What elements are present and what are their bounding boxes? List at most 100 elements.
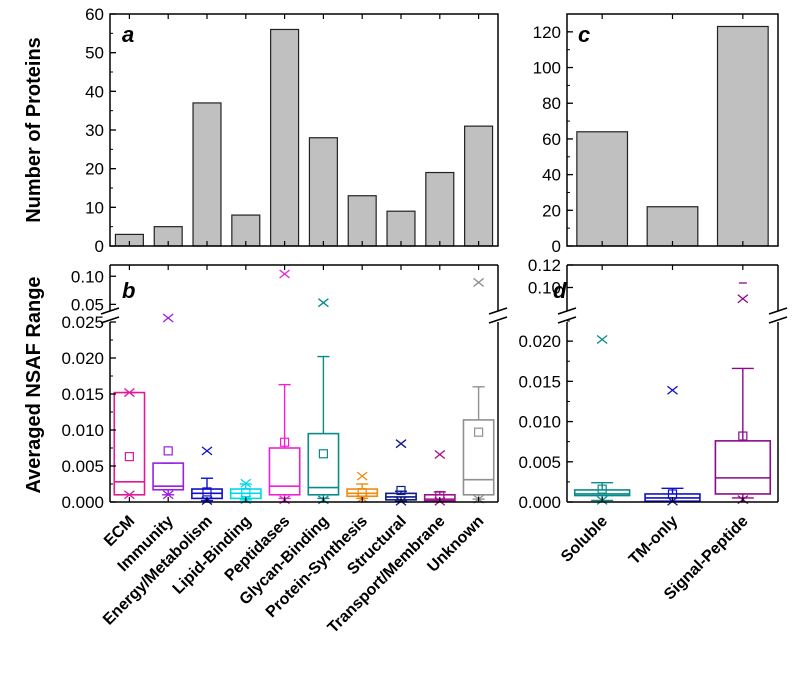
box-iqr-immunity (152, 462, 185, 491)
box-min-marker-ecm (123, 490, 135, 500)
ytick-label-b-lower: 0.005 (61, 457, 104, 476)
ytick-label-b-lower: 0.000 (61, 493, 104, 512)
box-mean-marker-glycan-binding (318, 449, 328, 459)
box-mean-marker-immunity (163, 446, 173, 456)
ytick-label-d-upper: 0.12 (528, 256, 561, 275)
ytick-label-c: 60 (542, 130, 561, 149)
ytick-label-d-upper: 0.10 (528, 279, 561, 298)
box-max-marker-structural (395, 439, 407, 449)
box-iqr-glycan-binding (307, 432, 340, 496)
box-mean-marker-peptidases (280, 437, 290, 447)
ytick-label-d-lower: 0.020 (518, 332, 561, 351)
box-mean-marker-unknown (474, 427, 484, 437)
ytick-label-d-lower: 0.005 (518, 453, 561, 472)
box-max-marker-peptidases (279, 269, 291, 279)
panel-label-c: c (578, 22, 590, 47)
bar-unknown (464, 125, 494, 247)
axis-break-mark-d (557, 307, 577, 315)
box-energy-metabolism (191, 446, 223, 506)
ytick-label-a: 40 (85, 82, 104, 101)
box-max-marker-signal-peptide (737, 294, 749, 304)
ytick-label-b-upper: 0.10 (71, 267, 104, 286)
axis-break-mark-b (488, 316, 508, 324)
bar-structural (386, 210, 416, 247)
box-structural (385, 439, 417, 506)
box-tm-only (644, 385, 701, 506)
bar-lipid-binding (231, 214, 261, 247)
box-soluble (573, 335, 631, 505)
ylabel-number-of-proteins: Number of Proteins (23, 37, 45, 223)
ytick-label-c: 40 (542, 166, 561, 185)
ytick-label-a: 30 (85, 121, 104, 140)
axis-break-mark-b (488, 307, 508, 315)
panel-label-a: a (122, 22, 134, 47)
axis-break-mark-d (557, 316, 577, 324)
box-max-marker-ecm (123, 388, 135, 398)
ytick-label-b-lower: 0.015 (61, 385, 104, 404)
bar-signal-peptide (716, 25, 769, 247)
ytick-label-c: 80 (542, 94, 561, 113)
bar-protein-synthesis (347, 195, 377, 247)
ytick-label-b-lower: 0.025 (61, 313, 104, 332)
bar-transport-membrane (425, 171, 455, 247)
panel-label-b: b (122, 278, 135, 303)
box-mean-marker-lipid-binding (241, 488, 251, 498)
axis-break-mark-b (100, 316, 120, 324)
bar-glycan-binding (308, 137, 338, 247)
bar-energy-metabolism (192, 102, 222, 247)
box-max-marker-transport-membrane (434, 449, 446, 459)
box-max-marker-unknown (473, 277, 485, 287)
axis-break-mark-d (768, 316, 788, 324)
box-max-marker-lipid-binding (240, 478, 252, 488)
ytick-label-a: 0 (95, 237, 104, 256)
ytick-label-c: 100 (533, 59, 561, 78)
box-max-marker-tm-only (667, 385, 678, 395)
box-glycan-binding (307, 298, 340, 505)
ytick-label-b-lower: 0.020 (61, 349, 104, 368)
ytick-label-d-lower: 0.015 (518, 372, 561, 391)
ytick-label-a: 60 (85, 5, 104, 24)
box-mean-marker-structural (396, 485, 406, 496)
ytick-label-a: 50 (85, 44, 104, 63)
box-max-marker-immunity (162, 313, 174, 323)
box-max-marker-glycan-binding (317, 298, 329, 308)
xtick-label-tm-only: TM-only (626, 513, 681, 568)
ytick-label-b-upper: 0.05 (71, 295, 104, 314)
box-signal-peptide (714, 282, 772, 505)
box-max-marker-energy-metabolism (201, 446, 213, 456)
box-unknown (462, 277, 495, 504)
box-iqr-unknown (462, 419, 495, 496)
ytick-label-c: 20 (542, 201, 561, 220)
box-mean-marker-signal-peptide (738, 431, 748, 441)
xtick-label-soluble: Soluble (558, 513, 611, 566)
box-iqr-signal-peptide (714, 440, 772, 495)
box-iqr-peptidases (268, 447, 301, 496)
box-iqr-soluble (573, 489, 631, 497)
ytick-label-d-lower: 0.000 (518, 493, 561, 512)
box-iqr-ecm (113, 391, 146, 496)
ylabel-averaged-nsaf-range: Averaged NSAF Range (23, 276, 45, 493)
ytick-label-c: 0 (552, 237, 561, 256)
panel-label-d: d (553, 278, 567, 303)
bar-soluble (576, 131, 629, 247)
box-ecm (113, 388, 146, 500)
axis-break-mark-d (768, 307, 788, 315)
bar-tm-only (646, 206, 699, 247)
ytick-label-d-lower: 0.010 (518, 413, 561, 432)
box-peptidases (268, 269, 301, 505)
box-max-marker-soluble (596, 335, 608, 345)
box-mean-marker-soluble (597, 484, 607, 494)
box-mean-marker-protein-synthesis (357, 488, 367, 498)
ytick-label-b-lower: 0.010 (61, 421, 104, 440)
box-min-marker-immunity (162, 490, 174, 500)
box-mean-marker-ecm (124, 452, 135, 462)
box-max-marker-protein-synthesis (356, 471, 368, 481)
ytick-label-a: 10 (85, 198, 104, 217)
bar-peptidases (270, 28, 300, 247)
axis-break-mark-b (100, 307, 120, 315)
box-immunity (152, 313, 185, 500)
ytick-label-c: 120 (533, 23, 561, 42)
box-mean-marker-energy-metabolism (202, 487, 212, 497)
ytick-label-a: 20 (85, 160, 104, 179)
